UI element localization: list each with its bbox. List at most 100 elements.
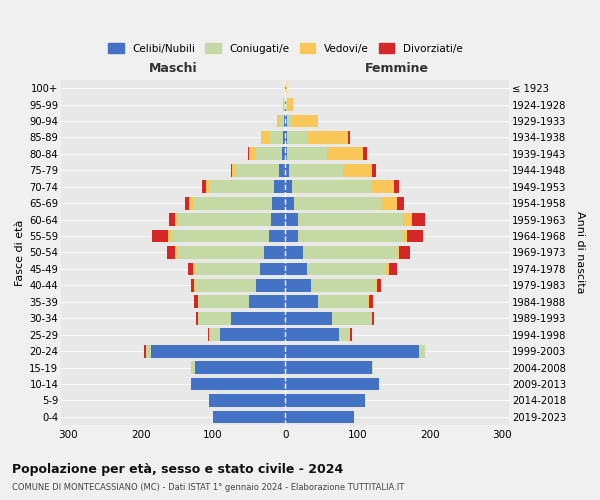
Bar <box>287 131 308 144</box>
Bar <box>185 196 189 209</box>
Bar <box>292 114 318 128</box>
Bar <box>285 394 365 407</box>
Bar <box>168 230 172 242</box>
Bar <box>256 148 281 160</box>
Bar <box>231 312 285 324</box>
Bar <box>419 344 425 358</box>
Bar <box>198 296 199 308</box>
Bar <box>380 196 397 209</box>
Bar <box>191 279 194 292</box>
Bar <box>177 246 263 259</box>
Bar <box>272 196 285 209</box>
Bar <box>285 148 287 160</box>
Bar <box>232 164 236 176</box>
Bar <box>332 312 372 324</box>
Bar <box>340 328 350 341</box>
Bar <box>350 328 352 341</box>
Bar <box>376 279 377 292</box>
Bar <box>199 312 231 324</box>
Bar <box>280 164 285 176</box>
Y-axis label: Fasce di età: Fasce di età <box>15 220 25 286</box>
Bar <box>169 213 175 226</box>
Bar <box>307 262 386 276</box>
Bar <box>412 213 425 226</box>
Text: COMUNE DI MONTECASSIANO (MC) - Dati ISTAT 1° gennaio 2024 - Elaborazione TUTTITA: COMUNE DI MONTECASSIANO (MC) - Dati ISTA… <box>12 482 404 492</box>
Bar <box>167 246 175 259</box>
Bar <box>286 98 287 111</box>
Bar <box>285 378 379 390</box>
Bar <box>281 148 285 160</box>
Bar <box>284 82 285 94</box>
Bar <box>209 328 220 341</box>
Bar <box>263 246 285 259</box>
Bar <box>188 262 193 276</box>
Bar <box>283 98 284 111</box>
Bar <box>285 262 307 276</box>
Bar <box>193 196 272 209</box>
Bar <box>348 131 350 144</box>
Bar <box>285 312 332 324</box>
Bar <box>195 279 256 292</box>
Bar <box>285 344 419 358</box>
Bar <box>287 148 327 160</box>
Bar <box>285 131 287 144</box>
Bar <box>248 148 249 160</box>
Bar <box>389 262 397 276</box>
Bar <box>194 296 198 308</box>
Bar <box>285 279 311 292</box>
Bar <box>308 131 348 144</box>
Bar <box>262 131 269 144</box>
Bar <box>285 246 304 259</box>
Bar <box>311 279 376 292</box>
Y-axis label: Anni di nascita: Anni di nascita <box>575 211 585 294</box>
Bar <box>209 394 285 407</box>
Bar <box>292 180 372 193</box>
Text: Femmine: Femmine <box>365 62 430 75</box>
Bar <box>372 180 394 193</box>
Bar <box>256 279 285 292</box>
Bar <box>369 296 373 308</box>
Bar <box>260 262 285 276</box>
Bar <box>287 114 292 128</box>
Bar <box>191 378 285 390</box>
Bar <box>274 180 285 193</box>
Bar <box>327 148 364 160</box>
Bar <box>377 279 380 292</box>
Bar <box>189 196 193 209</box>
Bar <box>285 98 286 111</box>
Bar <box>213 410 285 424</box>
Bar <box>208 328 209 341</box>
Bar <box>407 230 422 242</box>
Bar <box>294 196 380 209</box>
Bar <box>394 180 400 193</box>
Bar <box>277 114 280 128</box>
Bar <box>285 164 289 176</box>
Bar <box>285 296 318 308</box>
Bar <box>372 164 376 176</box>
Bar <box>249 148 256 160</box>
Bar <box>285 213 298 226</box>
Bar <box>236 164 280 176</box>
Bar <box>298 213 403 226</box>
Bar <box>284 98 285 111</box>
Bar <box>285 361 372 374</box>
Bar <box>400 246 410 259</box>
Bar <box>271 213 285 226</box>
Bar <box>152 230 168 242</box>
Bar <box>175 213 177 226</box>
Bar <box>285 328 340 341</box>
Bar <box>199 296 249 308</box>
Bar <box>289 164 343 176</box>
Bar <box>285 114 287 128</box>
Bar <box>397 246 400 259</box>
Bar <box>304 246 397 259</box>
Bar <box>269 230 285 242</box>
Bar <box>397 196 404 209</box>
Bar <box>144 344 146 358</box>
Bar <box>249 296 285 308</box>
Bar <box>195 262 260 276</box>
Bar <box>220 328 285 341</box>
Bar <box>269 131 283 144</box>
Bar <box>285 82 286 94</box>
Bar <box>193 262 195 276</box>
